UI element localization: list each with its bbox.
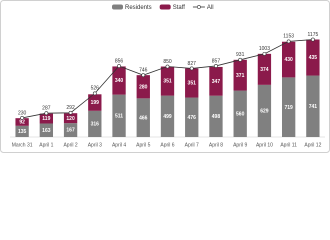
value-label: 340 — [115, 78, 124, 84]
bar-segment — [281, 41, 296, 78]
value-label: 498 — [212, 114, 221, 120]
value-label: 499 — [163, 114, 172, 120]
bar-segment — [306, 75, 320, 137]
legend-label: Residents — [125, 5, 152, 11]
line-marker — [214, 64, 218, 68]
value-label: 347 — [212, 79, 221, 85]
total-label: 1153 — [283, 34, 294, 40]
legend-swatch — [112, 4, 123, 10]
bar-segment — [233, 90, 247, 137]
value-label: 120 — [66, 116, 75, 122]
total-label: 287 — [42, 106, 51, 112]
total-label: 746 — [139, 67, 148, 73]
line-marker — [189, 66, 194, 71]
value-label: 280 — [139, 84, 148, 90]
line-marker — [20, 116, 25, 120]
line-marker — [238, 57, 243, 62]
total-label: 230 — [18, 110, 27, 116]
value-label: 167 — [66, 128, 75, 134]
bar-segment — [209, 95, 223, 137]
x-tick-label: April 4 — [112, 142, 126, 148]
value-label: 119 — [42, 116, 50, 122]
line-marker — [44, 111, 49, 116]
bar-segment — [15, 118, 29, 126]
bar-segment — [306, 39, 320, 76]
x-tick-label: April 7 — [185, 142, 199, 148]
value-label: 135 — [18, 129, 27, 135]
value-label: 316 — [91, 122, 100, 128]
bar-segment — [257, 53, 272, 85]
total-label: 857 — [212, 58, 221, 64]
value-label: 629 — [260, 109, 269, 115]
line-marker — [310, 37, 315, 42]
x-tick-label: April 5 — [136, 142, 150, 148]
x-tick-label: April 11 — [280, 142, 297, 148]
line-marker — [165, 64, 170, 69]
value-label: 163 — [42, 128, 51, 134]
bar-segment — [88, 94, 102, 111]
line-marker — [68, 110, 73, 115]
total-label: 856 — [115, 58, 124, 64]
x-tick-label: April 8 — [209, 142, 223, 148]
total-label: 292 — [66, 105, 75, 111]
x-tick-label: April 3 — [88, 142, 102, 148]
value-label: 719 — [284, 105, 293, 111]
legend-label: All — [207, 5, 214, 11]
bar-segment — [233, 59, 247, 91]
bar-segment — [160, 66, 175, 96]
page: {"chart_data": {"type": "bar", "stacked"… — [0, 0, 330, 153]
bar-segment — [39, 123, 54, 137]
bar-segment — [185, 68, 199, 98]
line-marker — [286, 39, 291, 44]
bar-segment — [257, 84, 272, 137]
value-label: 435 — [309, 55, 318, 61]
value-label: 560 — [236, 111, 245, 117]
bar-segment — [15, 125, 29, 137]
x-tick-label: April 12 — [304, 142, 321, 148]
bar-segment — [112, 94, 126, 137]
bar-segment — [63, 123, 78, 137]
x-tick-label: March 31 — [12, 142, 33, 148]
total-label: 931 — [236, 52, 245, 58]
value-label: 374 — [260, 67, 269, 73]
value-label: 351 — [188, 81, 197, 87]
value-label: 476 — [188, 115, 197, 121]
value-label: 351 — [163, 79, 172, 85]
total-label: 1003 — [259, 46, 270, 52]
value-label: 466 — [139, 115, 148, 121]
total-label: 526 — [91, 86, 100, 92]
line-marker — [262, 51, 267, 56]
bar-segment — [281, 77, 296, 137]
chart: Residents Staff All March 31 135 92 April 1 163… — [0, 0, 330, 153]
total-label: 850 — [163, 59, 172, 65]
value-label: 741 — [309, 104, 318, 110]
value-label: 430 — [284, 57, 293, 63]
total-label: 1175 — [308, 32, 319, 38]
x-tick-label: April 9 — [233, 142, 247, 148]
total-label: 827 — [188, 61, 197, 67]
bar-segment — [136, 75, 150, 99]
legend-marker — [197, 5, 201, 9]
bar-segment — [88, 110, 102, 137]
bar-segment — [160, 95, 175, 137]
value-label: 199 — [91, 100, 100, 106]
line-marker — [92, 91, 97, 96]
bar-segment — [136, 98, 150, 137]
x-tick-label: April 2 — [63, 142, 77, 148]
x-tick-label: April 1 — [39, 142, 53, 148]
bar-segment — [112, 66, 126, 95]
bar-segment — [63, 113, 78, 124]
legend-swatch — [159, 4, 171, 10]
value-label: 92 — [19, 120, 25, 126]
bar-segment — [209, 66, 223, 96]
line-marker — [141, 73, 146, 78]
bar-segment — [185, 97, 199, 137]
line-marker — [117, 64, 121, 68]
legend-label: Staff — [173, 5, 186, 11]
value-label: 511 — [115, 113, 123, 119]
bar-segment — [39, 113, 54, 124]
value-label: 371 — [236, 73, 245, 79]
x-tick-label: April 10 — [256, 142, 273, 148]
x-tick-label: April 6 — [160, 142, 174, 148]
